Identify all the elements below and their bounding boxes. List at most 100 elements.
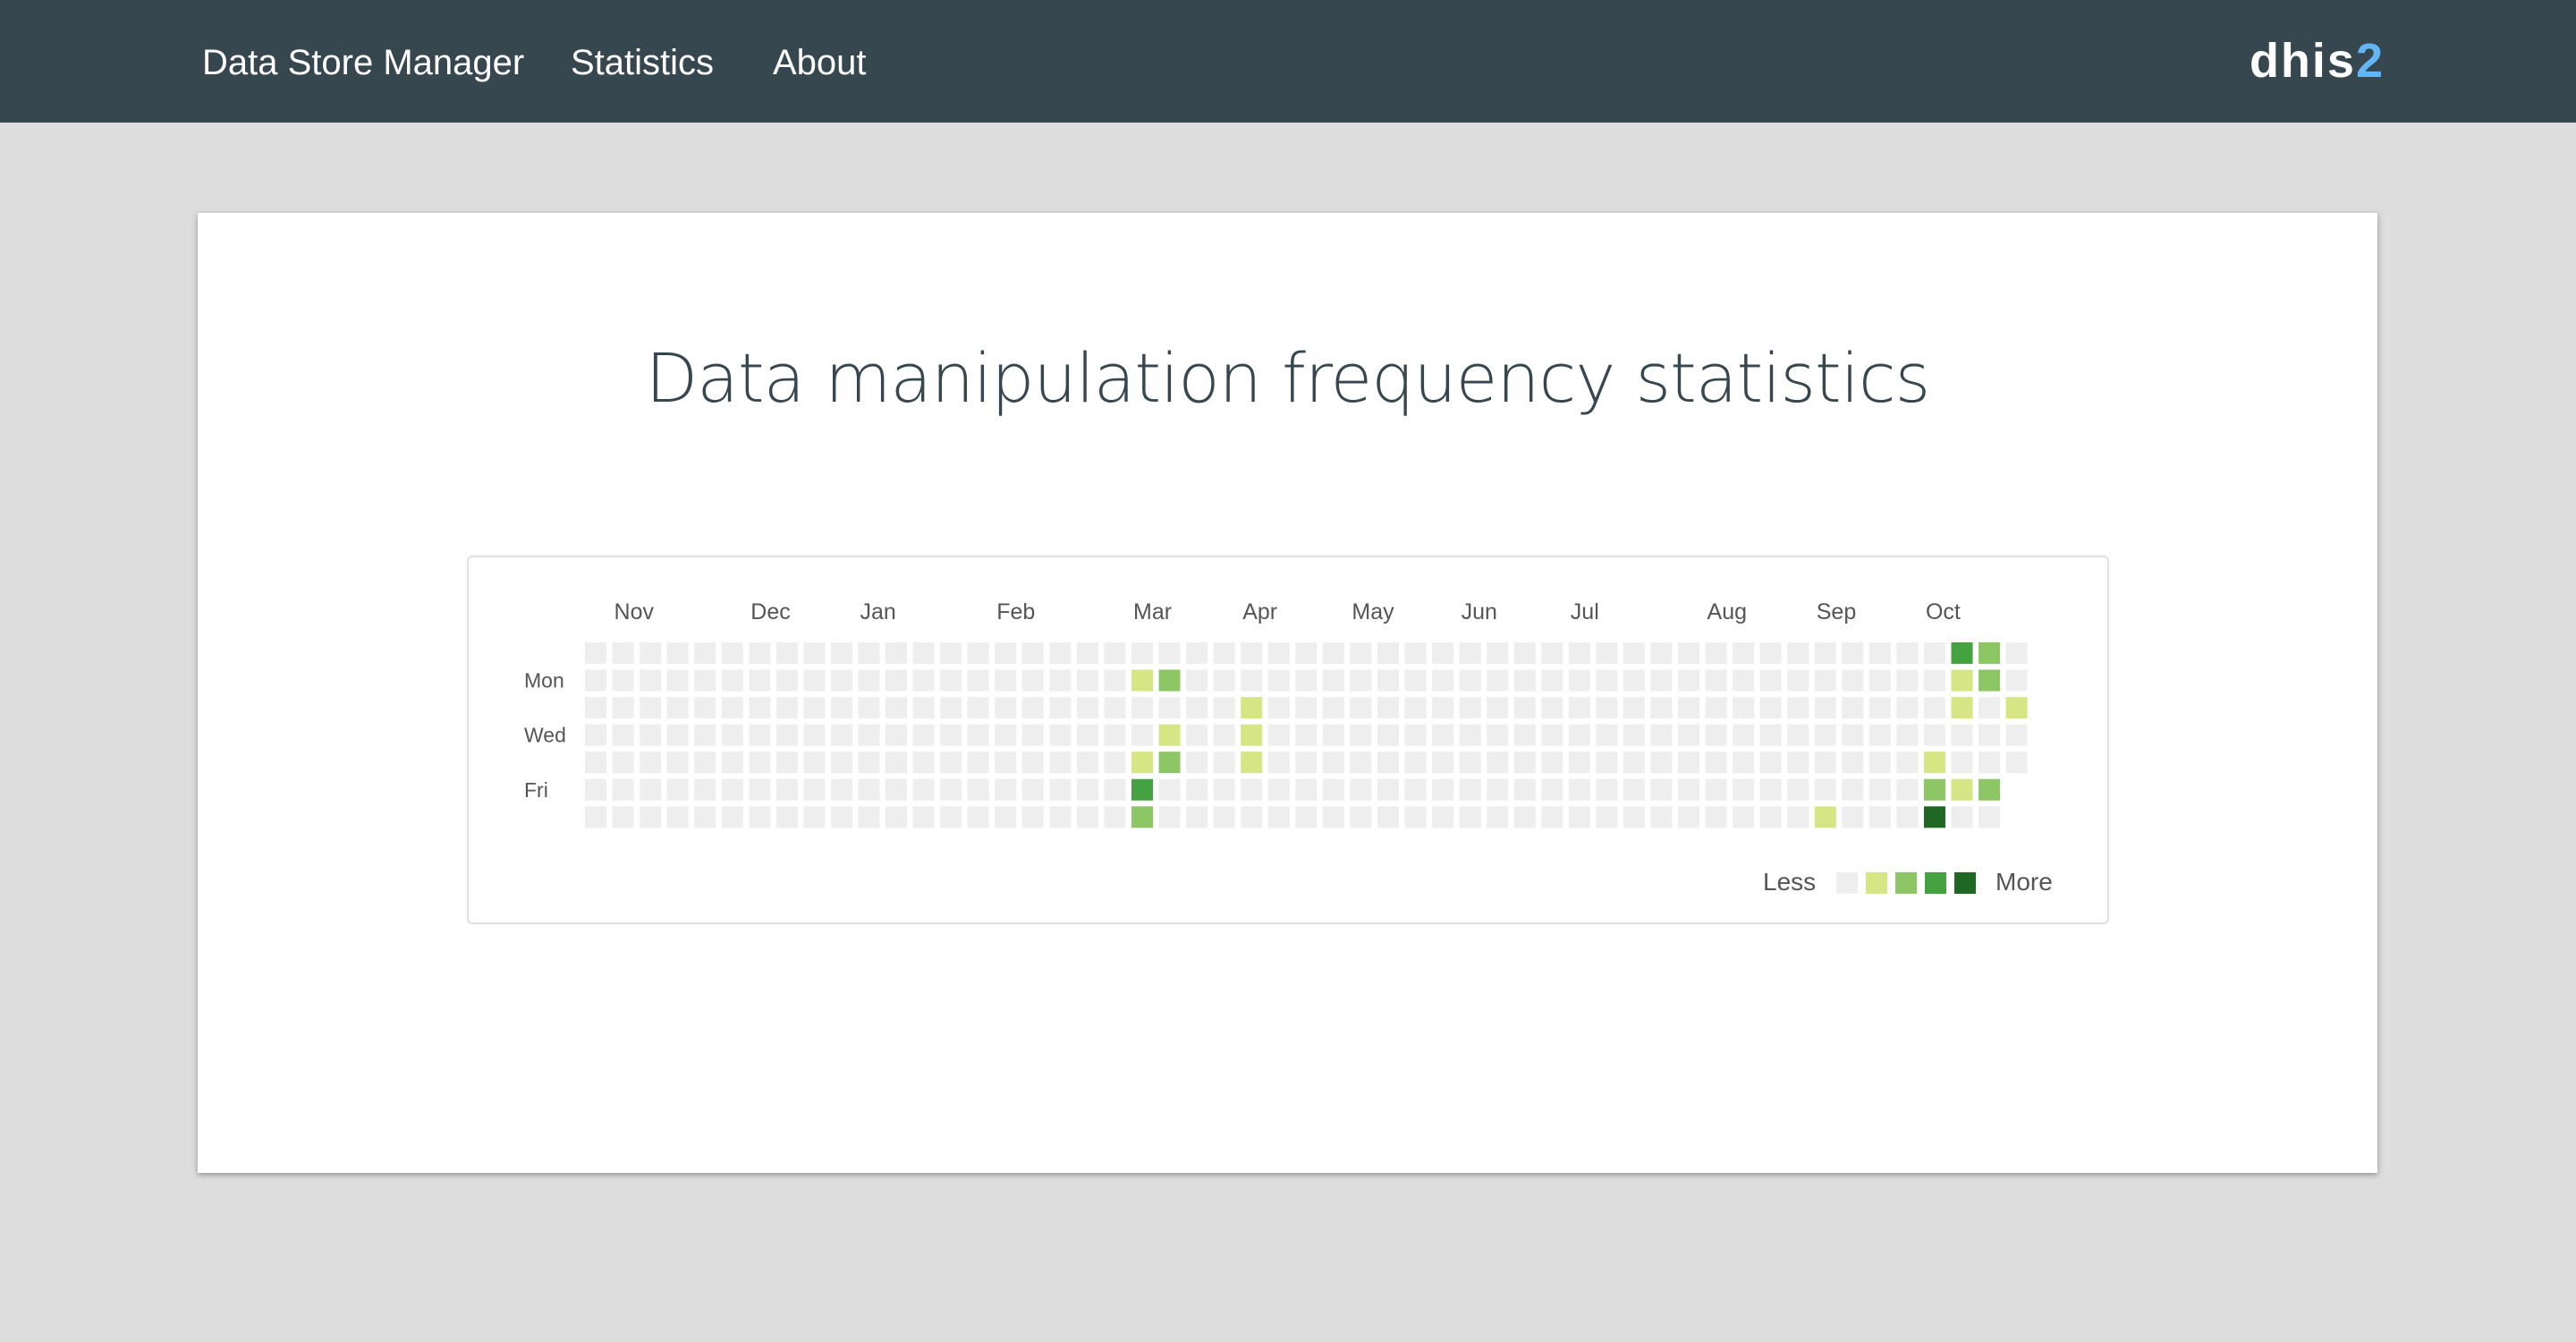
heatmap-cell[interactable] [1158,642,1181,664]
heatmap-cell[interactable] [775,642,798,664]
heatmap-cell[interactable] [585,697,606,719]
heatmap-cell[interactable] [1186,752,1208,774]
heatmap-cell[interactable] [912,752,935,774]
nav-about[interactable]: About [773,43,867,82]
heatmap-cell[interactable] [721,697,743,719]
heatmap-cell[interactable] [995,642,1017,664]
heatmap-cell[interactable] [1705,778,1727,801]
heatmap-cell[interactable] [749,724,771,746]
heatmap-cell[interactable] [1021,669,1044,692]
heatmap-cell[interactable] [1733,642,1755,664]
heatmap-cell[interactable] [1186,642,1208,664]
heatmap-cell[interactable] [1432,778,1454,801]
heatmap-cell[interactable] [1487,806,1509,828]
heatmap-cell[interactable] [1650,806,1673,828]
heatmap-cell[interactable] [1623,697,1645,719]
heatmap-cell[interactable] [1951,752,1973,774]
heatmap-cell[interactable] [1650,724,1673,746]
heatmap-cell[interactable] [775,724,798,746]
heatmap-cell[interactable] [1158,806,1181,828]
heatmap-cell[interactable] [1213,697,1235,719]
heatmap-cell[interactable] [1759,752,1782,774]
heatmap-cell[interactable] [1104,778,1126,801]
heatmap-cell[interactable] [1568,642,1590,664]
heatmap-cell[interactable] [1186,697,1208,719]
heatmap-cell[interactable] [1896,697,1919,719]
heatmap-cell[interactable] [585,806,606,828]
heatmap-cell[interactable] [1267,642,1290,664]
heatmap-cell[interactable] [1459,669,1481,692]
heatmap-cell[interactable] [1131,806,1153,828]
heatmap-cell[interactable] [1322,778,1344,801]
heatmap-cell[interactable] [1131,642,1153,664]
heatmap-cell[interactable] [1568,806,1590,828]
heatmap-cell[interactable] [1104,724,1126,746]
heatmap-cell[interactable] [1979,778,2001,801]
heatmap-cell[interactable] [640,752,662,774]
heatmap-cell[interactable] [1596,778,1618,801]
heatmap-cell[interactable] [1979,806,2001,828]
heatmap-cell[interactable] [1295,778,1318,801]
heatmap-cell[interactable] [1623,724,1645,746]
heatmap-cell[interactable] [1104,697,1126,719]
heatmap-cell[interactable] [585,669,606,692]
heatmap-cell[interactable] [1623,669,1645,692]
heatmap-cell[interactable] [1842,669,1864,692]
heatmap-cell[interactable] [1733,697,1755,719]
heatmap-cell[interactable] [1733,778,1755,801]
heatmap-cell[interactable] [640,669,662,692]
heatmap-cell[interactable] [830,752,852,774]
heatmap-cell[interactable] [1979,697,2001,719]
heatmap-cell[interactable] [1814,669,1836,692]
heatmap-cell[interactable] [1213,752,1235,774]
heatmap-cell[interactable] [1623,778,1645,801]
heatmap-cell[interactable] [1076,697,1098,719]
heatmap-cell[interactable] [1705,669,1727,692]
heatmap-cell[interactable] [1868,806,1891,828]
heatmap-cell[interactable] [1650,778,1673,801]
heatmap-cell[interactable] [1404,724,1427,746]
heatmap-cell[interactable] [803,697,826,719]
heatmap-cell[interactable] [1404,752,1427,774]
heatmap-cell[interactable] [1923,697,1945,719]
heatmap-cell[interactable] [2005,669,2028,692]
heatmap-cell[interactable] [1432,642,1454,664]
heatmap-cell[interactable] [1650,697,1673,719]
heatmap-cell[interactable] [1513,724,1536,746]
heatmap-cell[interactable] [1979,669,2001,692]
heatmap-cell[interactable] [1842,642,1864,664]
heatmap-cell[interactable] [1350,669,1372,692]
heatmap-cell[interactable] [1979,724,2001,746]
heatmap-cell[interactable] [1814,806,1836,828]
heatmap-cell[interactable] [1267,724,1290,746]
heatmap-cell[interactable] [912,669,935,692]
heatmap-cell[interactable] [1705,697,1727,719]
heatmap-cell[interactable] [1513,806,1536,828]
heatmap-cell[interactable] [1842,724,1864,746]
heatmap-cell[interactable] [1513,669,1536,692]
heatmap-cell[interactable] [694,752,716,774]
heatmap-cell[interactable] [1513,752,1536,774]
heatmap-cell[interactable] [612,642,634,664]
heatmap-cell[interactable] [666,752,689,774]
heatmap-cell[interactable] [858,724,880,746]
heatmap-cell[interactable] [940,806,962,828]
heatmap-cell[interactable] [1104,669,1126,692]
heatmap-cell[interactable] [640,697,662,719]
heatmap-cell[interactable] [1842,806,1864,828]
heatmap-cell[interactable] [1241,669,1263,692]
heatmap-cell[interactable] [912,778,935,801]
heatmap-cell[interactable] [2005,724,2028,746]
heatmap-cell[interactable] [721,724,743,746]
heatmap-cell[interactable] [694,724,716,746]
heatmap-cell[interactable] [1759,806,1782,828]
heatmap-cell[interactable] [1596,806,1618,828]
heatmap-cell[interactable] [1513,778,1536,801]
heatmap-cell[interactable] [1459,697,1481,719]
heatmap-cell[interactable] [1759,642,1782,664]
heatmap-cell[interactable] [1076,806,1098,828]
heatmap-cell[interactable] [1678,752,1699,774]
heatmap-cell[interactable] [1896,669,1919,692]
heatmap-cell[interactable] [995,669,1017,692]
heatmap-cell[interactable] [1923,806,1945,828]
